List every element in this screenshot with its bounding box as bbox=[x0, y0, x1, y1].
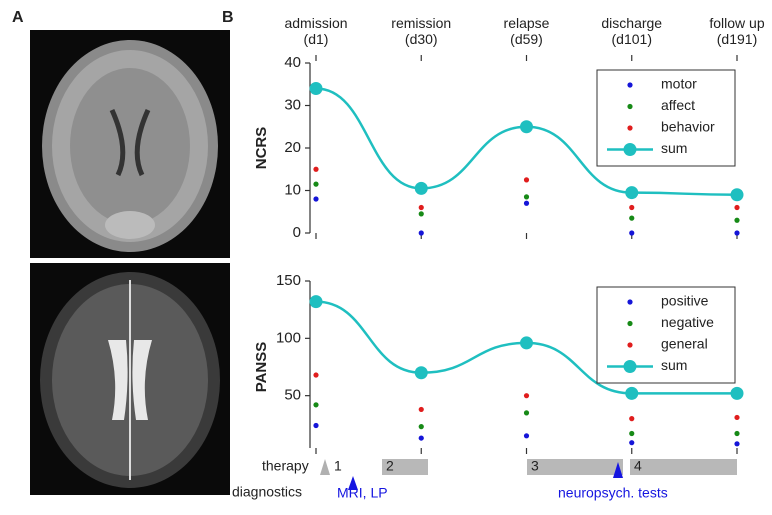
diagnostic-label: neuropsych. tests bbox=[558, 485, 668, 501]
score-dot bbox=[734, 204, 740, 211]
legend-label: affect bbox=[661, 97, 695, 113]
score-dot bbox=[734, 414, 740, 421]
legend-marker bbox=[627, 82, 633, 88]
legend-marker bbox=[627, 299, 633, 305]
x-tick-label: remission (d30) bbox=[391, 15, 451, 47]
sum-point bbox=[309, 295, 323, 309]
legend-label: general bbox=[661, 336, 708, 352]
panel-label: B bbox=[222, 9, 234, 26]
score-dot bbox=[629, 230, 635, 236]
y-tick-label: 30 bbox=[284, 96, 301, 113]
therapy-phase: 1 bbox=[334, 458, 342, 474]
y-tick-label: 50 bbox=[284, 387, 301, 404]
sum-point bbox=[730, 188, 744, 202]
score-dot bbox=[734, 217, 740, 223]
sum-point bbox=[414, 181, 428, 195]
therapy-phase: 2 bbox=[386, 458, 394, 474]
score-dot bbox=[313, 166, 319, 172]
therapy-bar bbox=[382, 459, 428, 475]
x-tick-label: discharge (d101) bbox=[601, 15, 662, 47]
sum-point bbox=[520, 336, 533, 350]
diagnostic-marker bbox=[613, 462, 623, 478]
score-dot bbox=[629, 440, 635, 446]
score-dot bbox=[313, 196, 319, 202]
legend-marker bbox=[627, 125, 633, 131]
therapy-phase: 3 bbox=[531, 458, 539, 474]
legend-label: sum bbox=[661, 140, 687, 156]
legend-marker bbox=[627, 320, 633, 327]
legend-label: sum bbox=[661, 357, 687, 373]
score-dot bbox=[418, 230, 424, 236]
legend-marker bbox=[623, 143, 637, 156]
score-dot bbox=[418, 204, 424, 211]
score-dot bbox=[523, 433, 530, 439]
y-tick-label: 100 bbox=[276, 329, 301, 346]
score-dot bbox=[418, 424, 424, 430]
legend-marker bbox=[623, 360, 637, 373]
score-dot bbox=[523, 177, 530, 183]
sum-point bbox=[309, 82, 323, 95]
y-axis-label: PANSS bbox=[253, 342, 270, 393]
y-tick-label: 10 bbox=[284, 181, 301, 198]
sum-point bbox=[625, 186, 639, 200]
score-dot bbox=[734, 230, 740, 236]
legend-box bbox=[596, 69, 736, 167]
diagnostic-label: MRI, LP bbox=[337, 485, 388, 501]
therapy-bar bbox=[630, 459, 737, 475]
legend-label: positive bbox=[661, 293, 709, 309]
score-dot bbox=[523, 410, 530, 416]
sum-point bbox=[625, 386, 639, 400]
x-tick-label: relapse (d59) bbox=[504, 15, 550, 47]
score-dot bbox=[629, 204, 635, 211]
score-dot bbox=[418, 406, 424, 413]
sum-point bbox=[730, 386, 744, 400]
x-tick-label: admission (d1) bbox=[284, 15, 347, 47]
score-dot bbox=[629, 430, 635, 437]
score-dot bbox=[523, 393, 530, 399]
legend-marker bbox=[627, 103, 633, 110]
score-dot bbox=[418, 435, 424, 441]
panel-label: A bbox=[12, 9, 24, 26]
y-tick-label: 20 bbox=[284, 139, 301, 156]
legend-label: behavior bbox=[661, 119, 715, 135]
score-dot bbox=[418, 211, 424, 217]
y-tick-label: 0 bbox=[293, 224, 301, 241]
mri-image bbox=[30, 263, 230, 495]
timeline-label: diagnostics bbox=[232, 484, 302, 500]
therapy-start bbox=[320, 459, 330, 475]
y-tick-label: 40 bbox=[284, 54, 301, 71]
legend-label: negative bbox=[661, 314, 714, 330]
legend-label: motor bbox=[661, 76, 697, 92]
therapy-phase: 4 bbox=[634, 458, 642, 474]
y-axis-label: NCRS bbox=[253, 127, 270, 170]
score-dot bbox=[734, 441, 740, 447]
score-dot bbox=[629, 215, 635, 221]
score-dot bbox=[313, 402, 319, 408]
y-tick-label: 150 bbox=[276, 272, 301, 289]
timeline-label: therapy bbox=[262, 458, 309, 474]
diagnostic-marker bbox=[348, 476, 358, 490]
therapy-bar bbox=[527, 459, 623, 475]
x-tick-label: follow up (d191) bbox=[709, 15, 764, 47]
score-dot bbox=[523, 194, 530, 200]
score-dot bbox=[313, 422, 319, 429]
score-dot bbox=[734, 430, 740, 437]
sum-point bbox=[520, 120, 533, 134]
score-dot bbox=[313, 181, 319, 187]
sum-point bbox=[414, 366, 428, 380]
mri-image bbox=[30, 30, 230, 258]
score-dot bbox=[313, 372, 319, 378]
legend-marker bbox=[627, 342, 633, 348]
score-dot bbox=[523, 200, 530, 206]
score-dot bbox=[629, 416, 635, 422]
